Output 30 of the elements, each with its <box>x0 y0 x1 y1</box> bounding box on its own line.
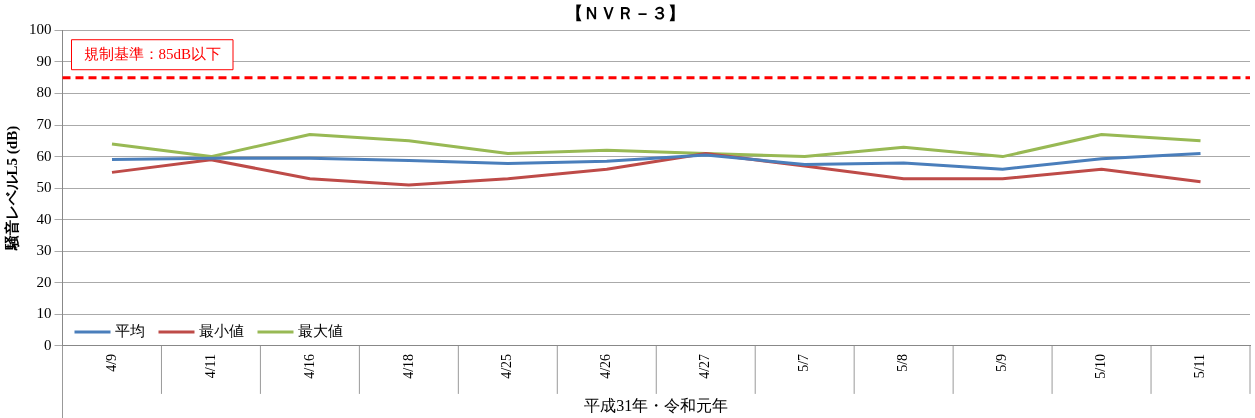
x-tick-label: 5/10 <box>1093 353 1109 379</box>
x-tick-label: 5/11 <box>1192 353 1208 379</box>
y-tick-label: 50 <box>36 179 52 196</box>
y-tick-label: 80 <box>36 84 52 101</box>
x-tick-label: 5/9 <box>994 353 1010 372</box>
x-tick-label: 5/7 <box>796 353 812 372</box>
x-tick-label: 4/25 <box>499 353 515 379</box>
legend-label: 平均 <box>114 322 145 339</box>
x-tick-label: 5/8 <box>895 353 911 372</box>
y-tick-label: 10 <box>36 305 52 322</box>
legend-label: 最小値 <box>198 322 244 339</box>
y-axis-title: 騒音レベルL5 (dB) <box>2 125 21 252</box>
x-tick-label: 4/11 <box>202 353 218 379</box>
legend-label: 最大値 <box>297 322 343 339</box>
x-tick-label: 4/16 <box>301 353 317 379</box>
y-tick-label: 20 <box>36 273 52 290</box>
y-tick-label: 40 <box>36 210 52 227</box>
x-tick-label: 4/27 <box>697 353 713 379</box>
y-tick-label: 0 <box>44 336 52 353</box>
y-tick-label: 60 <box>36 147 52 164</box>
x-tick-label: 4/18 <box>400 353 416 379</box>
y-tick-label: 100 <box>29 21 52 38</box>
x-tick-label: 4/26 <box>598 353 614 379</box>
y-tick-label: 30 <box>36 242 52 259</box>
x-axis-title: 平成31年・令和元年 <box>584 396 729 414</box>
y-tick-label: 90 <box>36 52 52 69</box>
chart-title: 【ＮＶＲ－３】 <box>565 3 685 23</box>
ref-line-label: 規制基準：85dB以下 <box>83 45 222 62</box>
x-tick-label: 4/9 <box>103 353 119 372</box>
y-tick-label: 70 <box>36 115 52 132</box>
